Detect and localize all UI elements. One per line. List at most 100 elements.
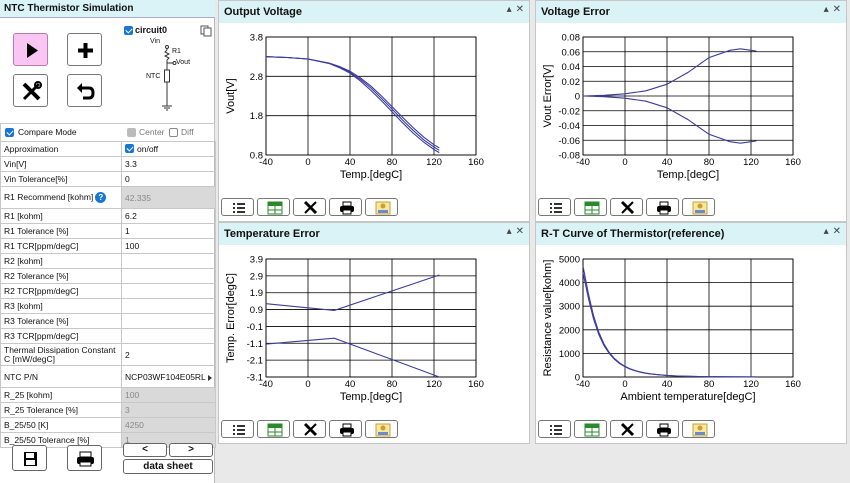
- y-axis-label: Vout[V]: [225, 78, 237, 113]
- y-tick-label: 0.08: [562, 33, 581, 44]
- minimize-icon[interactable]: ▴: [506, 4, 512, 15]
- y-tick-label: 0.04: [562, 62, 581, 73]
- approximation-checkbox[interactable]: [125, 144, 134, 153]
- param-value-field[interactable]: 3.3: [121, 156, 216, 172]
- param-value-field[interactable]: [121, 313, 216, 329]
- x-tick-label: 160: [468, 157, 484, 168]
- param-value-field[interactable]: 6.2: [121, 208, 216, 224]
- minimize-icon[interactable]: ▴: [823, 226, 829, 237]
- chart: -40 0 40 80 120 160 -0.08 -0.06 -0.04 -0.02 0 0.02 0…: [542, 33, 801, 182]
- list-button[interactable]: [221, 198, 254, 216]
- param-value-text: 100: [125, 241, 140, 251]
- save-icon: [24, 452, 37, 466]
- table-button[interactable]: [574, 198, 607, 216]
- param-value-field[interactable]: 1: [121, 223, 216, 239]
- param-row: Vin[V] 3.3: [0, 156, 216, 172]
- close-icon[interactable]: ✕: [832, 226, 841, 237]
- param-value-field[interactable]: 0: [121, 171, 216, 187]
- param-label: R1 Recommend [kohm]?: [0, 186, 122, 209]
- close-icon[interactable]: ✕: [515, 4, 524, 15]
- param-row: R2 Tolerance [%]: [0, 268, 216, 284]
- export-image-button[interactable]: [682, 198, 715, 216]
- print-button[interactable]: [67, 445, 102, 471]
- settings-button[interactable]: [610, 198, 643, 216]
- param-row: R1 Tolerance [%] 1: [0, 223, 216, 239]
- copy-icon[interactable]: [200, 25, 212, 37]
- param-label-text: Vin Tolerance[%]: [4, 174, 68, 184]
- param-value-text: on/off: [137, 144, 159, 154]
- param-row: R2 TCR[ppm/degC]: [0, 283, 216, 299]
- param-label: R3 Tolerance [%]: [0, 313, 122, 329]
- dropdown-arrow-icon[interactable]: [208, 374, 212, 381]
- list-button[interactable]: [538, 198, 571, 216]
- export-image-button[interactable]: [365, 198, 398, 216]
- y-tick-label: 1.8: [250, 111, 263, 122]
- list-button[interactable]: [538, 420, 571, 438]
- param-label: Vin Tolerance[%]: [0, 171, 122, 187]
- y-tick-label: 0.8: [250, 151, 263, 162]
- schematic: [162, 45, 177, 111]
- list-button[interactable]: [221, 420, 254, 438]
- y-tick-label: 1.9: [250, 288, 263, 299]
- settings-button[interactable]: [293, 198, 326, 216]
- close-icon[interactable]: ✕: [515, 226, 524, 237]
- export-image-button[interactable]: [682, 420, 715, 438]
- settings-button[interactable]: [610, 420, 643, 438]
- ntc-part-select[interactable]: NCP03WF104E05RL: [121, 365, 216, 388]
- help-icon[interactable]: ?: [95, 192, 107, 204]
- compare-mode-checkbox[interactable]: [5, 128, 14, 137]
- settings-button[interactable]: [293, 420, 326, 438]
- undo-button[interactable]: [67, 74, 102, 107]
- x-axis-label: Temp.[degC]: [657, 169, 719, 181]
- param-label-text: R_25 Tolerance [%]: [4, 405, 79, 415]
- y-tick-label: 2.9: [250, 271, 263, 282]
- param-row: R1 TCR[ppm/degC] 100: [0, 238, 216, 254]
- next-button[interactable]: >: [169, 443, 213, 457]
- param-value-field[interactable]: [121, 268, 216, 284]
- param-value-field[interactable]: 2: [121, 343, 216, 366]
- diff-checkbox[interactable]: [169, 128, 178, 137]
- param-value-field[interactable]: [121, 298, 216, 314]
- param-value-field[interactable]: on/off: [121, 141, 216, 157]
- print-button[interactable]: [329, 198, 362, 216]
- param-value-field[interactable]: [121, 328, 216, 344]
- datasheet-button[interactable]: data sheet: [123, 459, 213, 474]
- param-row: Thermal Dissipation Constant C [mW/degC]…: [0, 343, 216, 366]
- y-tick-label: -0.02: [558, 106, 580, 117]
- table-button[interactable]: [257, 198, 290, 216]
- param-label-text: R3 Tolerance [%]: [4, 316, 69, 326]
- param-value-field[interactable]: [121, 253, 216, 269]
- center-checkbox[interactable]: [127, 128, 136, 137]
- minimize-icon[interactable]: ▴: [823, 4, 829, 15]
- minimize-icon[interactable]: ▴: [506, 226, 512, 237]
- param-value-text: 42.335: [125, 192, 151, 203]
- tools-icon: [620, 422, 635, 437]
- settings-button[interactable]: [13, 74, 48, 107]
- param-value-field[interactable]: [121, 283, 216, 299]
- param-value-text: 100: [125, 390, 140, 400]
- export-image-button[interactable]: [365, 420, 398, 438]
- close-icon[interactable]: ✕: [832, 4, 841, 15]
- print-button[interactable]: [329, 420, 362, 438]
- param-label: R_25 [kohm]: [0, 387, 122, 403]
- print-button[interactable]: [646, 198, 679, 216]
- series-line: [582, 272, 757, 378]
- param-label: R3 TCR[ppm/degC]: [0, 328, 122, 344]
- print-button[interactable]: [646, 420, 679, 438]
- param-row: R1 Recommend [kohm]? 42.335: [0, 186, 216, 209]
- param-value-field[interactable]: 100: [121, 238, 216, 254]
- param-label-text: B_25/50 Tolerance [%]: [4, 435, 90, 445]
- param-label-text: Approximation: [4, 144, 59, 154]
- param-row: Approximation on/off: [0, 141, 216, 157]
- x-tick-label: 120: [743, 157, 759, 168]
- param-label: R3 [kohm]: [0, 298, 122, 314]
- play-icon: [27, 43, 38, 58]
- series-line: [582, 48, 757, 97]
- save-button[interactable]: [12, 445, 47, 471]
- run-button[interactable]: [13, 33, 48, 66]
- add-button[interactable]: [67, 33, 102, 66]
- circuit-checkbox[interactable]: [124, 26, 133, 35]
- table-button[interactable]: [257, 420, 290, 438]
- prev-button[interactable]: <: [123, 443, 167, 457]
- table-button[interactable]: [574, 420, 607, 438]
